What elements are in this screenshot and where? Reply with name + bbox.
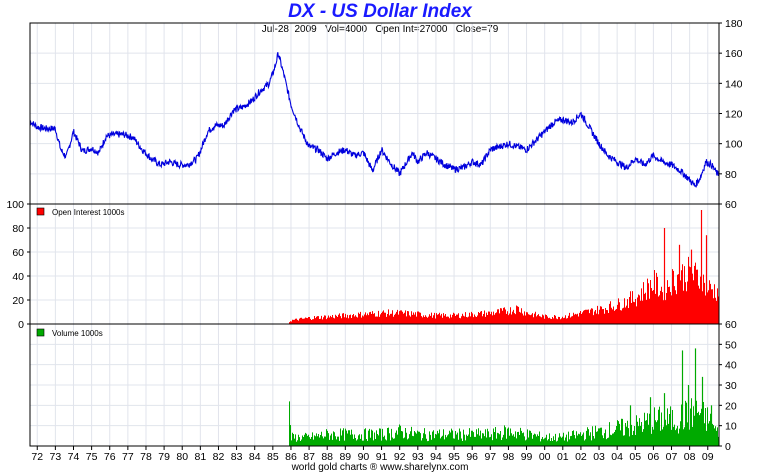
legend-swatch-volume [36, 328, 45, 337]
legend-swatch-open-interest [36, 207, 45, 216]
y-tick-label: 20 [725, 400, 737, 412]
y-tick-label: 60 [725, 319, 737, 331]
x-tick-label: 95 [448, 451, 460, 463]
y-tick-label: 100 [725, 139, 743, 151]
x-tick-label: 73 [50, 451, 62, 463]
x-tick-label: 07 [666, 451, 678, 463]
gridlines-price [30, 22, 719, 205]
x-tick-label: 98 [503, 451, 515, 463]
x-tick-label: 77 [122, 451, 134, 463]
y-tick-label: 120 [725, 109, 743, 121]
x-tick-label: 05 [629, 451, 641, 463]
y-tick-label: 80 [12, 223, 24, 235]
y-tick-label: 100 [6, 199, 24, 211]
chart-footer: world gold charts ® www.sharelynx.com [291, 462, 469, 473]
x-tick-label: 86 [285, 451, 297, 463]
y-tick-label: 30 [725, 380, 737, 392]
y-tick-label: 50 [725, 339, 737, 351]
x-tick-label: 99 [521, 451, 533, 463]
x-tick-label: 90 [358, 451, 370, 463]
x-tick-label: 88 [321, 451, 333, 463]
x-tick-label: 00 [539, 451, 551, 463]
gridlines-open-interest [30, 203, 719, 325]
x-tick-label: 78 [140, 451, 152, 463]
legend-label-open-interest: Open Interest 1000s [52, 208, 125, 217]
x-tick-label: 93 [412, 451, 424, 463]
y-tick-label: 80 [725, 169, 737, 181]
x-tick-label: 97 [484, 451, 496, 463]
x-tick-label: 72 [31, 451, 43, 463]
x-tick-label: 03 [593, 451, 605, 463]
x-tick-label: 87 [303, 451, 315, 463]
x-tick-label: 96 [466, 451, 478, 463]
chart-subtitle: Jul-28 2009 Vol=4000 Open Int=27000 Clos… [261, 24, 499, 35]
x-tick-label: 94 [430, 451, 442, 463]
series-bars-open-interest [289, 210, 719, 324]
x-tick-label: 06 [648, 451, 660, 463]
y-tick-label: 0 [18, 319, 24, 331]
x-tick-label: 08 [684, 451, 696, 463]
x-tick-label: 09 [702, 451, 714, 463]
legend-label-volume: Volume 1000s [52, 329, 103, 338]
x-tick-label: 04 [611, 451, 623, 463]
y-tick-label: 60 [725, 199, 737, 211]
x-tick-label: 79 [158, 451, 170, 463]
gridlines-volume [30, 323, 719, 447]
y-tick-label: 0 [725, 441, 731, 453]
x-tick-label: 02 [575, 451, 587, 463]
x-tick-label: 01 [557, 451, 569, 463]
panel-frame-open-interest [29, 203, 720, 325]
x-tick-label: 92 [394, 451, 406, 463]
y-tick-label: 140 [725, 78, 743, 90]
series-bars-volume [289, 348, 719, 446]
x-tick-label: 76 [104, 451, 116, 463]
y-tick-label: 160 [725, 48, 743, 60]
y-tick-label: 40 [12, 271, 24, 283]
x-tick-label: 84 [249, 451, 261, 463]
x-tick-label: 91 [376, 451, 388, 463]
y-tick-label: 40 [725, 360, 737, 372]
x-tick-label: 74 [68, 451, 80, 463]
x-tick-label: 80 [176, 451, 188, 463]
x-tick-label: 75 [86, 451, 98, 463]
y-tick-label: 180 [725, 18, 743, 30]
chart-title: DX - US Dollar Index [288, 1, 472, 22]
y-tick-label: 10 [725, 421, 737, 433]
series-line-price [29, 52, 719, 188]
x-tick-label: 81 [195, 451, 207, 463]
x-tick-label: 82 [213, 451, 225, 463]
x-tick-label: 85 [267, 451, 279, 463]
y-tick-label: 60 [12, 247, 24, 259]
y-tick-label: 20 [12, 295, 24, 307]
x-tick-label: 83 [231, 451, 243, 463]
x-tick-label: 89 [339, 451, 351, 463]
